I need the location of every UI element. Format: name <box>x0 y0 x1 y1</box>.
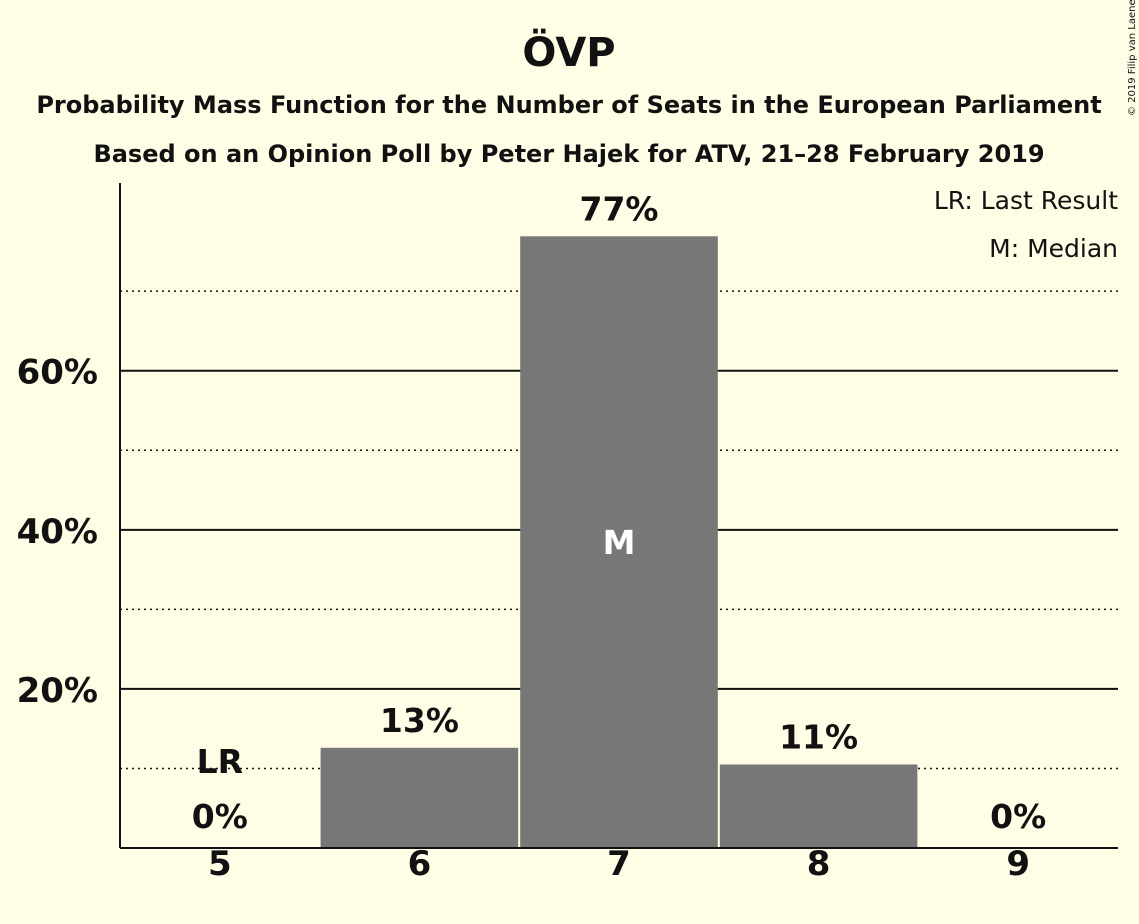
bars <box>320 236 918 848</box>
x-tick-label: 9 <box>1006 844 1030 884</box>
legend-last-result: LR: Last Result <box>934 186 1118 215</box>
data-label: 0% <box>990 797 1046 836</box>
bar-labels: 0% LR 13% 77% M 11% 0% <box>192 189 1046 836</box>
y-tick-label: 60% <box>17 353 98 393</box>
bar <box>520 236 718 848</box>
bar <box>719 764 918 848</box>
data-label: 11% <box>779 717 858 756</box>
copyright-notice: © 2019 Filip van Laenen <box>1127 0 1138 116</box>
data-label: 77% <box>580 189 659 228</box>
y-tick-label: 40% <box>17 512 98 552</box>
data-label: 0% <box>192 797 248 836</box>
chart-title: ÖVP <box>522 28 615 76</box>
bar <box>320 747 519 848</box>
x-tick-label: 5 <box>208 844 232 884</box>
x-tick-label: 6 <box>408 844 432 884</box>
chart-subtitle: Probability Mass Function for the Number… <box>36 91 1101 119</box>
x-tick-label: 8 <box>807 844 831 884</box>
axes: 20% 40% 60% 5 6 7 8 9 <box>17 183 1118 884</box>
chart-subtitle-source: Based on an Opinion Poll by Peter Hajek … <box>93 140 1044 168</box>
y-tick-label: 20% <box>17 671 98 711</box>
median-marker: M <box>603 523 636 562</box>
x-tick-label: 7 <box>607 844 631 884</box>
last-result-marker: LR <box>197 742 243 781</box>
legend-median: M: Median <box>989 234 1118 263</box>
data-label: 13% <box>380 701 459 740</box>
